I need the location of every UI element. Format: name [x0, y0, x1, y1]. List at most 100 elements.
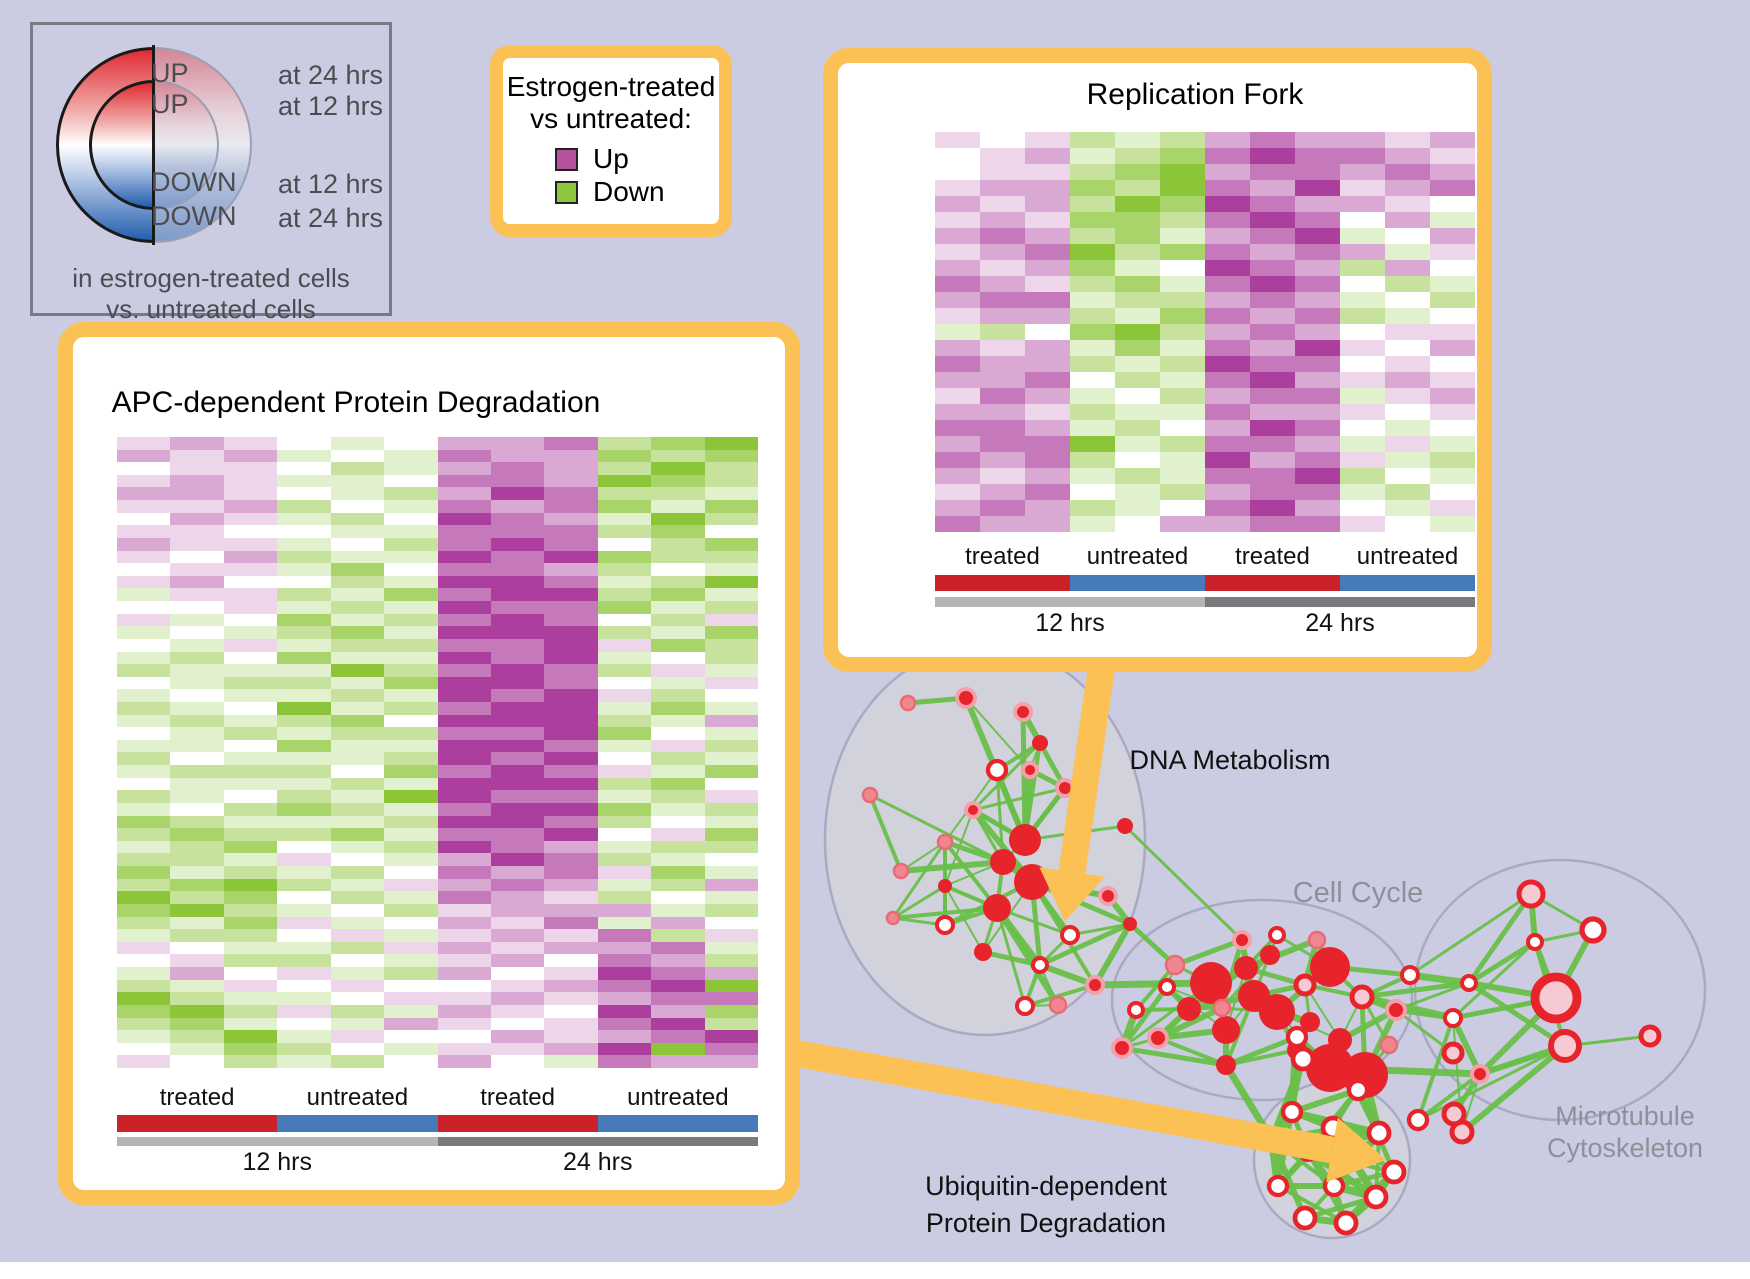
heatmap-cell — [651, 512, 705, 526]
heatmap-cell — [1205, 436, 1250, 452]
heatmap-cell — [1430, 436, 1475, 452]
network-node — [861, 786, 879, 804]
heatmap-cell — [1250, 276, 1295, 292]
heatmap-cell — [1430, 500, 1475, 516]
network-edge — [892, 906, 998, 920]
network-node — [974, 943, 992, 961]
heatmap-cell — [437, 954, 491, 968]
heatmap-cell — [1250, 388, 1295, 404]
heatmap-cell — [437, 437, 491, 450]
heatmap-cell — [170, 967, 224, 980]
heatmap-cell — [1385, 468, 1430, 484]
heatmap-cell — [1295, 500, 1340, 516]
rf-panel-title: Replication Fork — [1086, 78, 1304, 111]
heatmap-cell — [223, 1017, 278, 1031]
heatmap-cell — [437, 676, 491, 690]
cluster-label-ubiquitin: Ubiquitin-dependent Protein Degradation — [906, 1168, 1186, 1242]
heatmap-cell — [651, 967, 705, 980]
heatmap-cell — [277, 802, 331, 816]
heatmap-cell — [544, 853, 598, 867]
heatmap-cell — [384, 500, 438, 513]
heatmap-cell — [1430, 148, 1475, 164]
heatmap-cell — [704, 525, 758, 538]
heatmap-cell — [1115, 196, 1160, 212]
heatmap-cell — [277, 941, 331, 955]
heatmap-cell — [223, 1004, 278, 1018]
heatmap-cell — [1070, 452, 1115, 468]
heatmap-cell — [704, 891, 758, 904]
heatmap-cell — [117, 1004, 171, 1018]
venn-row-time: at 12 hrs — [278, 91, 384, 121]
heatmap-cell — [277, 563, 331, 576]
network-node — [1579, 916, 1607, 944]
heatmap-cell — [651, 954, 705, 968]
heatmap-cell — [935, 196, 980, 212]
heatmap-cell — [117, 462, 171, 475]
heatmap-cell — [170, 626, 224, 639]
heatmap-cell — [651, 727, 705, 740]
network-node — [985, 758, 1009, 782]
heatmap-cell — [1115, 212, 1160, 228]
network-edge — [1166, 986, 1223, 1009]
heatmap-cell — [544, 550, 598, 564]
heatmap-cell — [1340, 420, 1385, 436]
heatmap-cell — [544, 866, 598, 879]
heatmap-cell — [544, 967, 598, 980]
heatmap-cell — [704, 727, 758, 740]
heatmap-cell — [437, 487, 491, 501]
rf-heatmap — [935, 132, 1475, 532]
heatmap-cell — [1340, 292, 1385, 308]
heatmap-cell — [1250, 228, 1295, 244]
heatmap-cell — [490, 702, 545, 715]
heatmap-cell — [384, 777, 438, 791]
heatmap-cell — [544, 903, 598, 917]
heatmap-cell — [170, 689, 224, 703]
heatmap-cell — [1385, 324, 1430, 340]
heatmap-cell — [223, 802, 278, 816]
heatmap-cell — [330, 840, 385, 854]
heatmap-cell — [1295, 260, 1340, 276]
heatmap-cell — [117, 613, 171, 627]
heatmap-cell — [1340, 228, 1385, 244]
heatmap-cell — [544, 752, 598, 766]
heatmap-cell — [490, 1030, 545, 1043]
heatmap-cell — [117, 967, 171, 980]
time-label: 12 hrs — [242, 1148, 312, 1176]
heatmap-cell — [1250, 292, 1295, 308]
heatmap-cell — [1430, 516, 1475, 532]
venn-caption-line1: in estrogen-treated cells — [72, 263, 350, 293]
heatmap-cell — [1025, 196, 1070, 212]
heatmap-cell — [277, 739, 331, 753]
heatmap-cell — [651, 765, 705, 778]
heatmap-cell — [651, 815, 705, 829]
heatmap-cell — [1070, 276, 1115, 292]
heatmap-cell — [384, 487, 438, 501]
heatmap-cell — [437, 1030, 491, 1043]
heatmap-cell — [1250, 372, 1295, 388]
heatmap-cell — [490, 437, 545, 450]
heatmap-cell — [1115, 388, 1160, 404]
arrow-shaft-0 — [1058, 648, 1118, 874]
heatmap-cell — [1115, 132, 1160, 148]
heatmap-cell — [1250, 260, 1295, 276]
heatmap-cell — [384, 474, 438, 488]
heatmap-cell — [1205, 244, 1250, 260]
heatmap-cell — [597, 840, 652, 854]
heatmap-cell — [651, 891, 705, 904]
heatmap-cell — [1070, 132, 1115, 148]
venn-caption-line2: vs. untreated cells — [106, 294, 316, 324]
heatmap-cell — [117, 828, 171, 841]
heatmap-cell — [1070, 260, 1115, 276]
heatmap-cell — [1430, 404, 1475, 420]
apc-heatmap — [117, 437, 758, 1068]
heatmap-cell — [544, 941, 598, 955]
heatmap-cell — [544, 878, 598, 892]
heatmap-cell — [1295, 292, 1340, 308]
heatmap-cell — [490, 537, 545, 551]
arrow-shaft-1 — [785, 1038, 1335, 1164]
heatmap-cell — [117, 802, 171, 816]
heatmap-cell — [170, 765, 224, 778]
heatmap-cell — [384, 967, 438, 980]
heatmap-cell — [1340, 212, 1385, 228]
